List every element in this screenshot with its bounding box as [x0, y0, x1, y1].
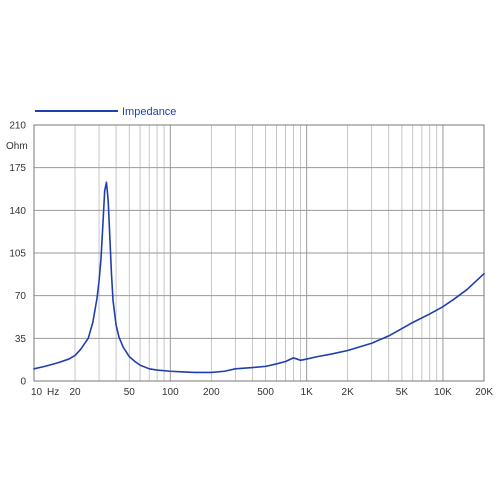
- y-tick-label: 210: [9, 121, 26, 132]
- x-tick-label: 20: [69, 387, 81, 398]
- x-tick-label: 20K: [475, 387, 493, 398]
- plot-frame: [33, 124, 485, 382]
- y-tick-label: 0: [20, 377, 26, 388]
- x-tick-labels: 10 20 50 100 200 500 1K 2K 5K 10K 20K: [31, 387, 493, 398]
- legend-label: Impedance: [122, 106, 176, 118]
- y-tick-label: 70: [15, 291, 27, 302]
- series-layer: [33, 181, 485, 374]
- plot-border: [33, 124, 485, 382]
- x-tick-label: 1K: [301, 387, 314, 398]
- x-tick-label: 10K: [434, 387, 452, 398]
- impedance-series-line: [33, 181, 485, 374]
- y-tick-label: 140: [9, 206, 26, 217]
- y-tick-labels: 0 35 70 105 140 175 210: [9, 121, 26, 388]
- x-tick-label: 100: [162, 387, 179, 398]
- y-axis-unit: Ohm: [6, 141, 28, 152]
- legend: Impedance: [35, 106, 176, 118]
- y-tick-label: 35: [15, 334, 27, 345]
- x-tick-label: 5K: [396, 387, 409, 398]
- x-axis-unit: Hz: [47, 387, 59, 398]
- y-tick-label: 105: [9, 249, 26, 260]
- x-tick-label: 500: [257, 387, 274, 398]
- x-tick-label: 10: [31, 387, 43, 398]
- x-tick-label: 200: [203, 387, 220, 398]
- y-tick-label: 175: [9, 163, 26, 174]
- x-tick-label: 2K: [342, 387, 355, 398]
- x-tick-label: 50: [124, 387, 136, 398]
- grid: [34, 125, 484, 381]
